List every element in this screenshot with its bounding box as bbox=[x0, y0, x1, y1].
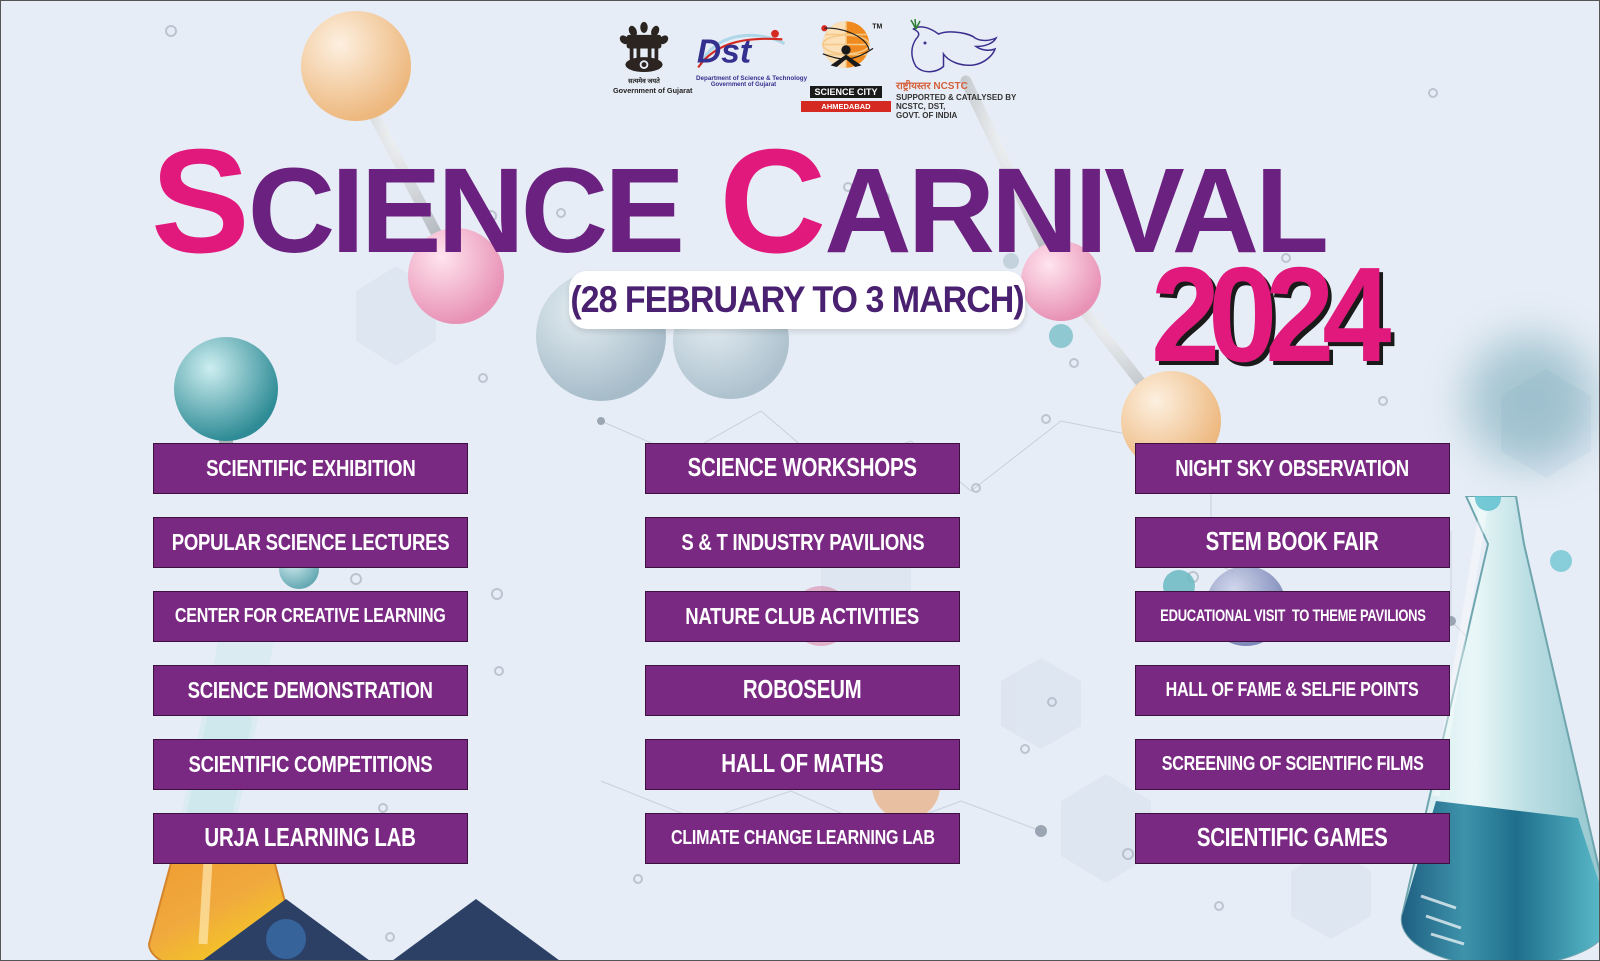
svg-text:TM: TM bbox=[872, 23, 882, 30]
svg-text:Dst: Dst bbox=[697, 33, 753, 70]
